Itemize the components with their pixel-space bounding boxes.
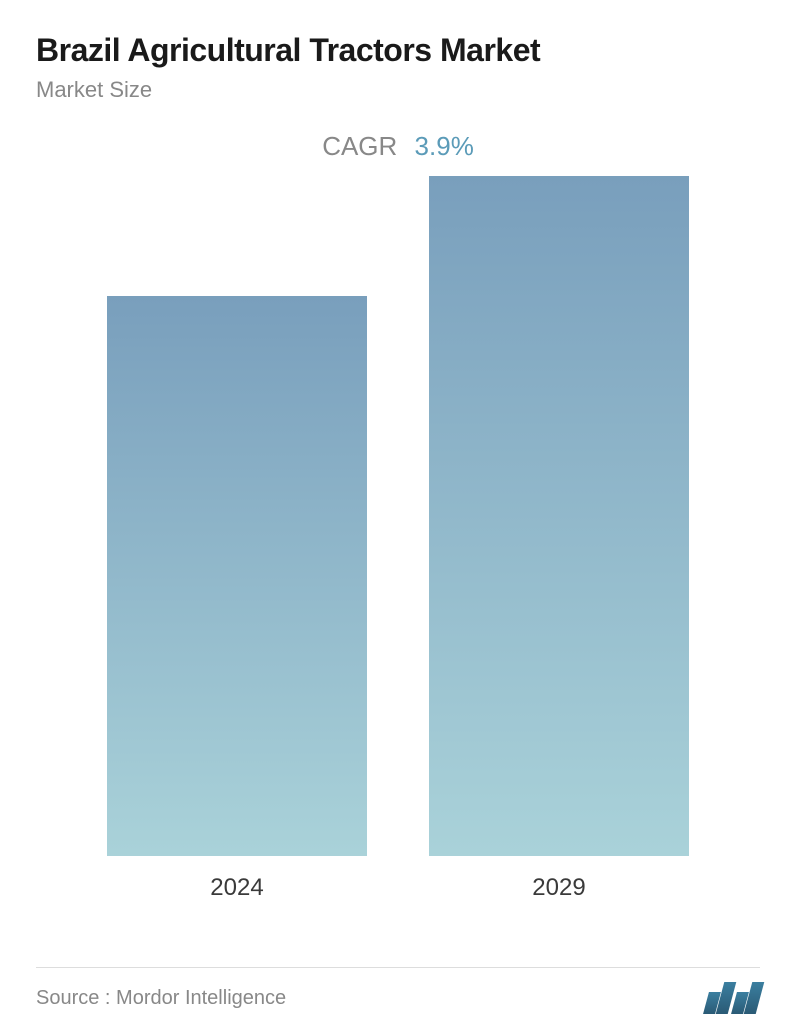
chart-subtitle: Market Size: [36, 77, 760, 103]
bar-label-2029: 2029: [532, 874, 585, 902]
brand-logo-icon: [706, 982, 760, 1014]
chart-title: Brazil Agricultural Tractors Market: [36, 32, 760, 69]
bar-2029: [429, 176, 689, 856]
footer: Source : Mordor Intelligence: [36, 967, 760, 1014]
source-text: Source : Mordor Intelligence: [36, 987, 286, 1010]
bar-label-2024: 2024: [210, 874, 263, 902]
bar-container-2029: 2029: [429, 176, 689, 902]
cagr-label: CAGR: [322, 131, 397, 161]
cagr-row: CAGR 3.9%: [36, 131, 760, 162]
bar-container-2024: 2024: [107, 296, 367, 902]
cagr-value: 3.9%: [415, 131, 474, 161]
bar-2024: [107, 296, 367, 856]
bar-chart: 2024 2029: [36, 182, 760, 902]
